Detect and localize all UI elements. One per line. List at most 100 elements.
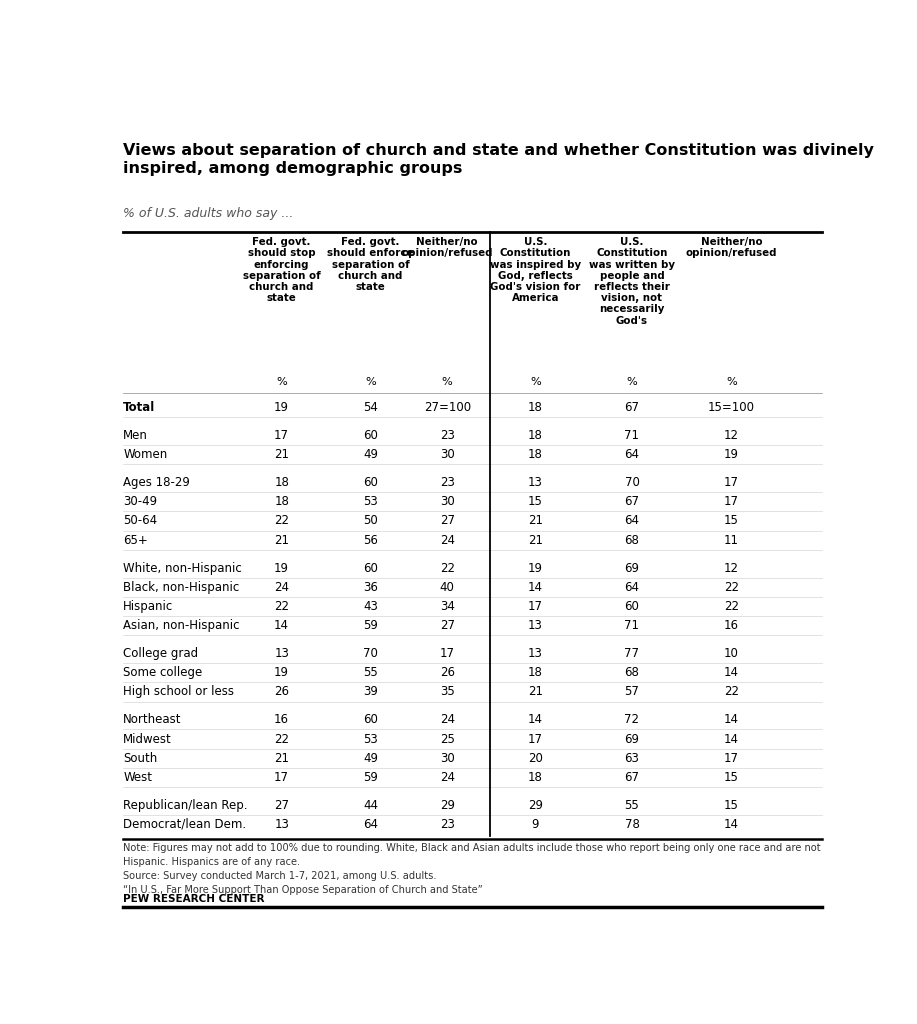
Text: 67: 67: [624, 771, 639, 784]
Text: 27: 27: [274, 799, 289, 812]
Text: 22: 22: [724, 685, 739, 698]
Text: 68: 68: [624, 534, 639, 547]
Text: 24: 24: [440, 714, 455, 726]
Text: PEW RESEARCH CENTER: PEW RESEARCH CENTER: [123, 894, 265, 904]
Text: 60: 60: [363, 714, 378, 726]
Text: 17: 17: [528, 732, 543, 745]
Text: 53: 53: [363, 496, 378, 508]
Text: “In U.S., Far More Support Than Oppose Separation of Church and State”: “In U.S., Far More Support Than Oppose S…: [123, 886, 483, 895]
Text: 12: 12: [724, 561, 739, 574]
Text: West: West: [123, 771, 152, 784]
Text: 69: 69: [624, 732, 639, 745]
Text: 17: 17: [440, 647, 455, 660]
Text: 17: 17: [274, 429, 289, 442]
Text: 16: 16: [724, 620, 739, 632]
Text: Views about separation of church and state and whether Constitution was divinely: Views about separation of church and sta…: [123, 142, 874, 175]
Text: 34: 34: [440, 600, 455, 613]
Text: 26: 26: [440, 667, 455, 679]
Text: 59: 59: [363, 620, 378, 632]
Text: 70: 70: [624, 476, 639, 489]
Text: 36: 36: [363, 581, 378, 594]
Text: Ages 18-29: Ages 18-29: [123, 476, 190, 489]
Text: Note: Figures may not add to 100% due to rounding. White, Black and Asian adults: Note: Figures may not add to 100% due to…: [123, 843, 821, 853]
Text: 13: 13: [528, 620, 543, 632]
Text: 22: 22: [274, 514, 289, 527]
Text: 24: 24: [440, 534, 455, 547]
Text: 15: 15: [724, 514, 739, 527]
Text: Total: Total: [123, 401, 155, 414]
Text: 29: 29: [528, 799, 543, 812]
Text: 21: 21: [528, 685, 543, 698]
Text: 13: 13: [274, 818, 289, 831]
Text: 16: 16: [274, 714, 289, 726]
Text: 78: 78: [624, 818, 639, 831]
Text: 14: 14: [724, 818, 739, 831]
Text: 55: 55: [624, 799, 639, 812]
Text: 50-64: 50-64: [123, 514, 158, 527]
Text: 64: 64: [624, 581, 639, 594]
Text: Northeast: Northeast: [123, 714, 182, 726]
Text: Fed. govt.
should stop
enforcing
separation of
church and
state: Fed. govt. should stop enforcing separat…: [243, 238, 321, 303]
Text: 71: 71: [624, 620, 639, 632]
Text: %: %: [365, 377, 376, 386]
Text: % of U.S. adults who say ...: % of U.S. adults who say ...: [123, 207, 293, 220]
Text: %: %: [276, 377, 287, 386]
Text: 19: 19: [274, 401, 289, 414]
Text: 50: 50: [363, 514, 378, 527]
Text: 35: 35: [440, 685, 455, 698]
Text: Some college: Some college: [123, 667, 203, 679]
Text: 14: 14: [528, 714, 543, 726]
Text: 19: 19: [528, 561, 543, 574]
Text: 72: 72: [624, 714, 639, 726]
Text: 17: 17: [724, 476, 739, 489]
Text: 11: 11: [724, 534, 739, 547]
Text: 27: 27: [440, 514, 455, 527]
Text: 17: 17: [528, 600, 543, 613]
Text: 60: 60: [363, 429, 378, 442]
Text: 15=100: 15=100: [708, 401, 755, 414]
Text: 17: 17: [724, 496, 739, 508]
Text: U.S.
Constitution
was written by
people and
reflects their
vision, not
necessari: U.S. Constitution was written by people …: [589, 238, 675, 326]
Text: 19: 19: [274, 667, 289, 679]
Text: 24: 24: [274, 581, 289, 594]
Text: 9: 9: [532, 818, 539, 831]
Text: 18: 18: [528, 667, 543, 679]
Text: 64: 64: [624, 514, 639, 527]
Text: 53: 53: [363, 732, 378, 745]
Text: 30: 30: [440, 496, 455, 508]
Text: Hispanic. Hispanics are of any race.: Hispanic. Hispanics are of any race.: [123, 857, 300, 867]
Text: 60: 60: [624, 600, 639, 613]
Text: 18: 18: [528, 771, 543, 784]
Text: 18: 18: [528, 401, 543, 414]
Text: 69: 69: [624, 561, 639, 574]
Text: 22: 22: [440, 561, 455, 574]
Text: Men: Men: [123, 429, 148, 442]
Text: White, non-Hispanic: White, non-Hispanic: [123, 561, 242, 574]
Text: Fed. govt.
should enforce
separation of
church and
state: Fed. govt. should enforce separation of …: [327, 238, 414, 292]
Text: Black, non-Hispanic: Black, non-Hispanic: [123, 581, 239, 594]
Text: 40: 40: [440, 581, 455, 594]
Text: 21: 21: [528, 514, 543, 527]
Text: 30: 30: [440, 752, 455, 765]
Text: 13: 13: [528, 476, 543, 489]
Text: 10: 10: [724, 647, 739, 660]
Text: 63: 63: [624, 752, 639, 765]
Text: 13: 13: [274, 647, 289, 660]
Text: 65+: 65+: [123, 534, 148, 547]
Text: 44: 44: [363, 799, 378, 812]
Text: 60: 60: [363, 561, 378, 574]
Text: 43: 43: [363, 600, 378, 613]
Text: U.S.
Constitution
was inspired by
God, reflects
God's vision for
America: U.S. Constitution was inspired by God, r…: [490, 238, 580, 303]
Text: 15: 15: [724, 771, 739, 784]
Text: 30: 30: [440, 449, 455, 461]
Text: 60: 60: [363, 476, 378, 489]
Text: 18: 18: [528, 449, 543, 461]
Text: 26: 26: [274, 685, 289, 698]
Text: College grad: College grad: [123, 647, 198, 660]
Text: 67: 67: [624, 401, 639, 414]
Text: 18: 18: [274, 496, 289, 508]
Text: 20: 20: [528, 752, 543, 765]
Text: 64: 64: [363, 818, 378, 831]
Text: Neither/no
opinion/refused: Neither/no opinion/refused: [402, 238, 493, 258]
Text: 30-49: 30-49: [123, 496, 158, 508]
